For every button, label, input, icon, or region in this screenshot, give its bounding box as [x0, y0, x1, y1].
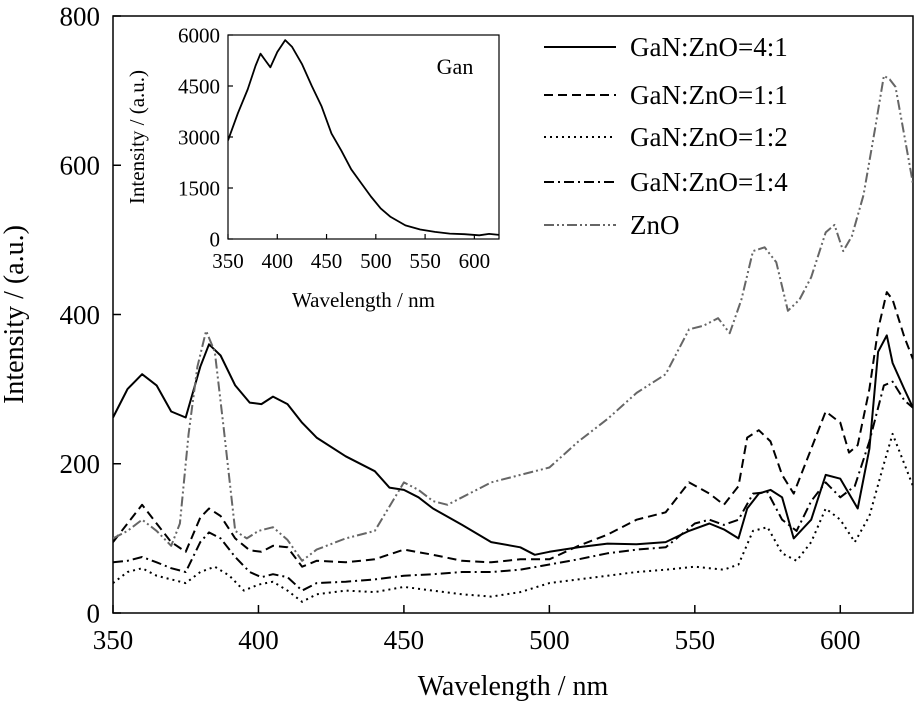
inset-y-tick-label: 0	[210, 227, 221, 251]
inset-x-tick-label: 350	[212, 249, 244, 273]
inset-x-tick-label: 600	[459, 249, 491, 273]
main-x-tick-label: 600	[820, 625, 861, 655]
legend: GaN:ZnO=4:1 GaN:ZnO=1:1 GaN:ZnO=1:2 GaN:ZnO…	[544, 32, 788, 240]
main-series-line-0	[113, 334, 913, 556]
legend-label-3: GaN:ZnO=1:4	[630, 167, 788, 197]
main-x-tick-label: 350	[93, 625, 134, 655]
main-x-tick-label: 500	[529, 625, 570, 655]
legend-label-0: GaN:ZnO=4:1	[630, 32, 788, 62]
main-y-tick-label: 200	[60, 449, 101, 479]
main-y-axis-label: Intensity / (a.u.)	[0, 225, 30, 404]
main-series-line-4	[113, 74, 913, 562]
main-y-tick-label: 0	[87, 598, 101, 628]
inset-y-tick-label: 4500	[178, 74, 220, 98]
inset-title: Gan	[437, 54, 474, 79]
inset-plot: 350 400 450 500 550 60001500300045006000Wavel…	[125, 23, 500, 312]
legend-label-2: GaN:ZnO=1:2	[630, 122, 788, 152]
main-series-line-3	[113, 380, 913, 592]
main-series-group	[113, 74, 913, 603]
main-y-tick-label: 800	[60, 1, 101, 31]
inset-x-tick-label: 450	[311, 249, 343, 273]
main-x-tick-label: 400	[238, 625, 279, 655]
main-series-line-2	[113, 432, 913, 603]
inset-x-axis-label: Wavelength / nm	[292, 288, 435, 312]
inset-x-tick-label: 550	[409, 249, 441, 273]
inset-y-tick-label: 1500	[178, 176, 220, 200]
main-y-tick-label: 600	[60, 151, 101, 181]
inset-background	[228, 35, 499, 239]
inset-series-group	[228, 39, 499, 237]
inset-y-tick-label: 6000	[178, 23, 220, 47]
main-series-line-1	[113, 291, 913, 568]
inset-y-axis-label: Intensity / (a.u.)	[125, 70, 149, 204]
inset-series-line-0	[228, 39, 499, 237]
legend-label-1: GaN:ZnO=1:1	[630, 80, 788, 110]
legend-label-4: ZnO	[630, 210, 680, 240]
inset-x-tick-label: 400	[262, 249, 294, 273]
inset-x-tick-label: 500	[360, 249, 392, 273]
inset-y-tick-label: 3000	[178, 125, 220, 149]
main-y-tick-label: 400	[60, 300, 101, 330]
main-x-tick-label: 550	[675, 625, 716, 655]
main-x-axis-label: Wavelength / nm	[418, 671, 609, 702]
main-x-tick-label: 450	[384, 625, 425, 655]
